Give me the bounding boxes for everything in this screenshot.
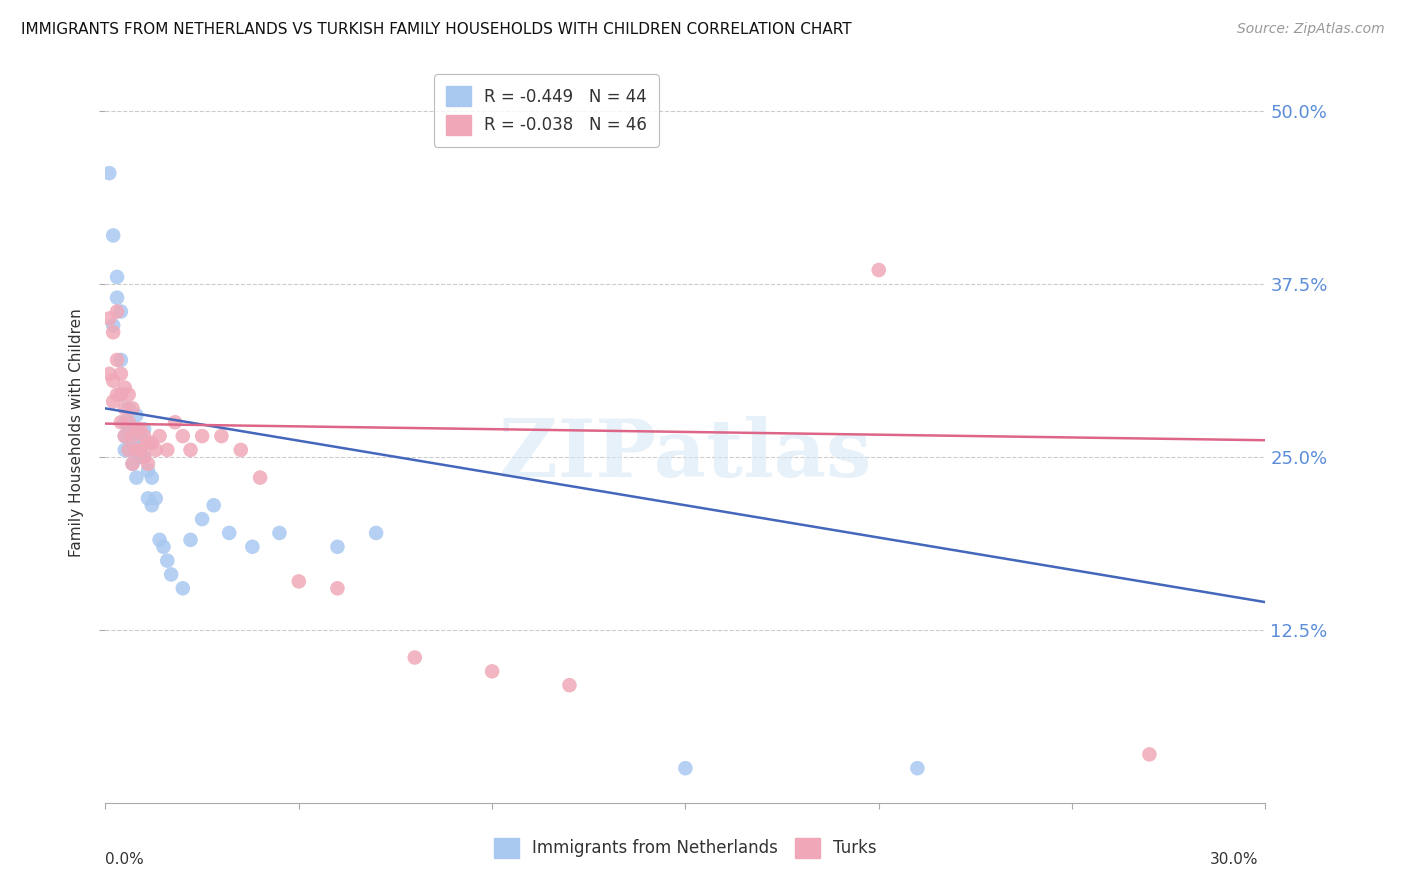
Point <box>1139 747 1161 762</box>
Point <box>114 429 136 443</box>
Point <box>202 498 225 512</box>
Point <box>145 442 167 457</box>
Point <box>191 512 214 526</box>
Point <box>191 429 214 443</box>
Point <box>121 457 143 471</box>
Point <box>136 436 159 450</box>
Text: IMMIGRANTS FROM NETHERLANDS VS TURKISH FAMILY HOUSEHOLDS WITH CHILDREN CORRELATI: IMMIGRANTS FROM NETHERLANDS VS TURKISH F… <box>21 22 852 37</box>
Point <box>125 442 148 457</box>
Point <box>136 464 159 478</box>
Point <box>141 498 163 512</box>
Point <box>558 678 581 692</box>
Point <box>114 415 136 429</box>
Point <box>114 442 136 457</box>
Point <box>229 442 252 457</box>
Point <box>103 318 124 333</box>
Point <box>156 554 179 568</box>
Point <box>105 291 128 305</box>
Point <box>129 422 152 436</box>
Point <box>149 533 172 547</box>
Point <box>132 429 156 443</box>
Point <box>675 761 697 775</box>
Point <box>121 401 143 416</box>
Point <box>98 166 121 180</box>
Point <box>114 401 136 416</box>
Text: Source: ZipAtlas.com: Source: ZipAtlas.com <box>1237 22 1385 37</box>
Point <box>172 582 194 596</box>
Point <box>105 387 128 401</box>
Text: 30.0%: 30.0% <box>1211 852 1258 867</box>
Point <box>288 574 311 589</box>
Point <box>132 422 156 436</box>
Point <box>110 387 132 401</box>
Point <box>114 429 136 443</box>
Point <box>129 429 152 443</box>
Point <box>110 367 132 381</box>
Point <box>110 387 132 401</box>
Point <box>152 540 174 554</box>
Point <box>118 387 141 401</box>
Point <box>132 450 156 464</box>
Point <box>218 525 240 540</box>
Point <box>118 415 141 429</box>
Point <box>110 415 132 429</box>
Point <box>125 442 148 457</box>
Point <box>118 442 141 457</box>
Point <box>404 650 426 665</box>
Point <box>125 409 148 423</box>
Point <box>105 353 128 368</box>
Point <box>136 491 159 506</box>
Point <box>114 381 136 395</box>
Point <box>118 422 141 436</box>
Point <box>125 470 148 484</box>
Point <box>118 442 141 457</box>
Text: 0.0%: 0.0% <box>105 852 145 867</box>
Point <box>121 422 143 436</box>
Point <box>165 415 187 429</box>
Text: ZIPatlas: ZIPatlas <box>499 416 872 494</box>
Point <box>129 442 152 457</box>
Point <box>141 436 163 450</box>
Point <box>125 422 148 436</box>
Point <box>121 436 143 450</box>
Point <box>907 761 929 775</box>
Point <box>249 470 271 484</box>
Point <box>98 367 121 381</box>
Point <box>269 525 291 540</box>
Point <box>103 394 124 409</box>
Point <box>149 429 172 443</box>
Point <box>103 374 124 388</box>
Point <box>110 304 132 318</box>
Point <box>132 450 156 464</box>
Point <box>326 540 349 554</box>
Point <box>211 429 233 443</box>
Point <box>172 429 194 443</box>
Point <box>121 429 143 443</box>
Point <box>366 525 388 540</box>
Point <box>156 442 179 457</box>
Point <box>326 582 349 596</box>
Point <box>105 304 128 318</box>
Point <box>110 353 132 368</box>
Point <box>160 567 183 582</box>
Point <box>868 263 890 277</box>
Y-axis label: Family Households with Children: Family Households with Children <box>69 309 84 557</box>
Point <box>481 665 503 679</box>
Point <box>103 326 124 340</box>
Point <box>105 269 128 284</box>
Point <box>136 457 159 471</box>
Point <box>103 228 124 243</box>
Point <box>180 533 202 547</box>
Point <box>129 450 152 464</box>
Point <box>121 457 143 471</box>
Point <box>180 442 202 457</box>
Point <box>145 491 167 506</box>
Point <box>242 540 264 554</box>
Point <box>98 311 121 326</box>
Point <box>141 470 163 484</box>
Legend: Immigrants from Netherlands, Turks: Immigrants from Netherlands, Turks <box>488 831 883 865</box>
Point <box>118 401 141 416</box>
